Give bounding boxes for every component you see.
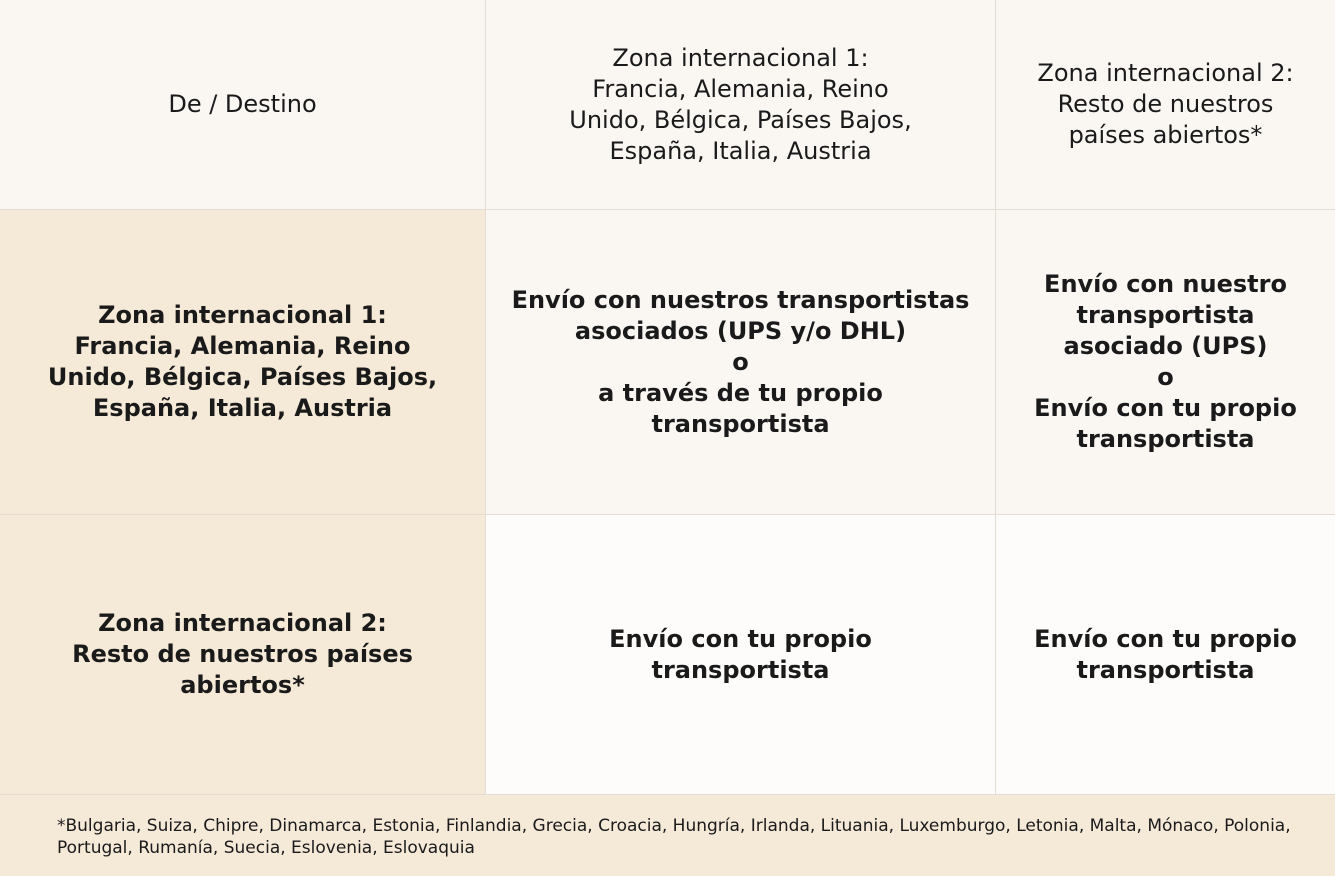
- row-zone-2-to-zone-1-text: Envío con tu propio transportista: [609, 624, 872, 684]
- table-grid: De / Destino Zona internacional 1: Franc…: [0, 0, 1335, 795]
- header-zone-2-label: Zona internacional 2: Resto de nuestros …: [1037, 59, 1294, 149]
- row-zone-1-to-zone-1-cell: Envío con nuestros transportistas asocia…: [486, 210, 996, 515]
- row-zone-2-to-zone-2-cell: Envío con tu propio transportista: [996, 515, 1335, 795]
- row-zone-2-to-zone-2-text: Envío con tu propio transportista: [1034, 624, 1297, 684]
- row-zone-1-to-zone-2-cell: Envío con nuestro transportista asociado…: [996, 210, 1335, 515]
- header-corner-cell: De / Destino: [0, 0, 486, 210]
- row-zone-1-to-zone-1-text: Envío con nuestros transportistas asocia…: [511, 285, 970, 438]
- header-zone-1-label: Zona internacional 1: Francia, Alemania,…: [569, 43, 912, 165]
- header-zone-1-cell: Zona internacional 1: Francia, Alemania,…: [486, 0, 996, 210]
- row-zone-2-label-cell: Zona internacional 2: Resto de nuestros …: [0, 515, 486, 795]
- row-zone-1-label-cell: Zona internacional 1: Francia, Alemania,…: [0, 210, 486, 515]
- header-corner-label: De / Destino: [168, 90, 317, 118]
- row-zone-2-label: Zona internacional 2: Resto de nuestros …: [72, 609, 413, 699]
- row-zone-1-to-zone-2-text: Envío con nuestro transportista asociado…: [1034, 270, 1297, 453]
- row-zone-2-to-zone-1-cell: Envío con tu propio transportista: [486, 515, 996, 795]
- countries-footnote: *Bulgaria, Suiza, Chipre, Dinamarca, Est…: [0, 795, 1335, 876]
- header-zone-2-cell: Zona internacional 2: Resto de nuestros …: [996, 0, 1335, 210]
- row-zone-1-label: Zona internacional 1: Francia, Alemania,…: [47, 301, 438, 422]
